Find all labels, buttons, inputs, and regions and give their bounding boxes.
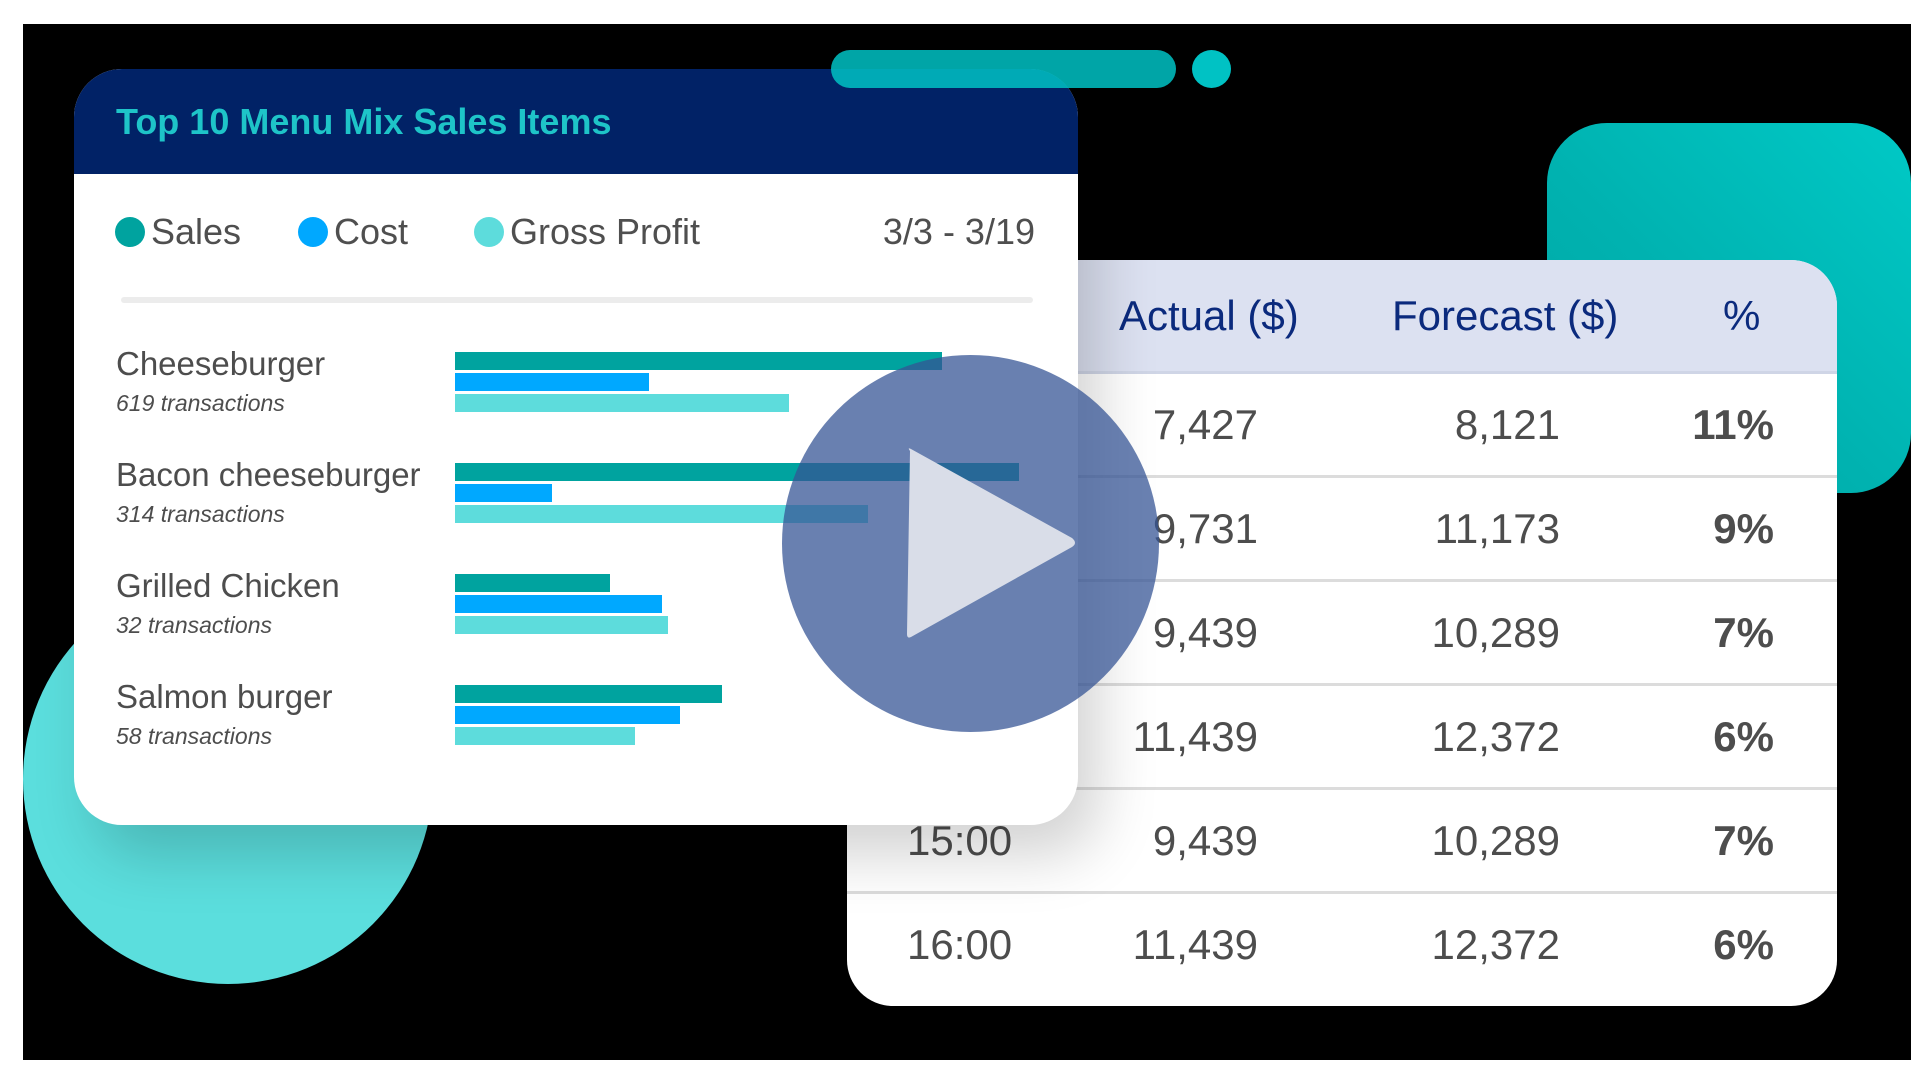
cell-actual: 11,439: [1132, 713, 1258, 760]
column-header-percent[interactable]: %: [1723, 292, 1761, 339]
cell-percent: 11%: [1692, 401, 1774, 448]
bar-sales: [455, 574, 610, 592]
bar-gross-profit: [455, 394, 789, 412]
cell-forecast: 11,173: [1434, 505, 1560, 552]
menu-item-row: Salmon burger 58 transactions: [74, 677, 1078, 777]
bar-cost: [455, 373, 649, 391]
cell-actual: 7,427: [1152, 401, 1258, 448]
bar-gross-profit: [455, 505, 868, 523]
item-name: Grilled Chicken: [116, 567, 340, 604]
bar-cost: [455, 595, 662, 613]
date-range[interactable]: 3/3 - 3/19: [882, 211, 1035, 252]
cell-forecast: 12,372: [1431, 921, 1560, 968]
legend-dot-icon: [115, 217, 145, 247]
card-title: Top 10 Menu Mix Sales Items: [116, 101, 612, 142]
cell-forecast: 12,372: [1431, 713, 1560, 760]
cell-forecast: 10,289: [1431, 609, 1560, 656]
cell-percent: 6%: [1713, 921, 1774, 968]
divider: [121, 297, 1033, 303]
bar-sales: [455, 352, 942, 370]
item-name: Salmon burger: [116, 678, 333, 715]
item-transactions: 32 transactions: [116, 612, 272, 638]
decorative-dot: [1192, 50, 1231, 88]
cell-actual: 9,439: [1152, 817, 1258, 864]
bar-cost: [455, 706, 680, 724]
play-video-button[interactable]: [782, 355, 1159, 732]
item-transactions: 314 transactions: [116, 501, 285, 527]
chart-legend: Sales Cost Gross Profit: [115, 211, 1055, 252]
play-icon: [907, 448, 1075, 638]
decorative-pill: [831, 50, 1176, 88]
cell-forecast: 10,289: [1431, 817, 1560, 864]
cell-time: 16:00: [907, 921, 1013, 968]
menu-item-row: Cheeseburger 619 transactions: [74, 344, 1078, 444]
cell-percent: 7%: [1713, 817, 1774, 864]
legend-label: Sales: [151, 211, 242, 252]
cell-percent: 7%: [1713, 609, 1774, 656]
table-row: 7,427 8,121 11%: [847, 374, 1837, 478]
legend-item-sales[interactable]: Sales: [115, 211, 242, 252]
legend-item-cost[interactable]: Cost: [298, 211, 409, 252]
legend-item-gross-profit[interactable]: Gross Profit: [474, 211, 701, 252]
table-row: 16:00 11,439 12,372 6%: [847, 894, 1837, 998]
table-row: 11,439 12,372 6%: [847, 686, 1837, 790]
table-row: 9,439 10,289 7%: [847, 582, 1837, 686]
cell-actual: 9,731: [1152, 505, 1258, 552]
cell-percent: 6%: [1713, 713, 1774, 760]
cell-forecast: 8,121: [1454, 401, 1560, 448]
legend-dot-icon: [298, 217, 328, 247]
column-header-forecast[interactable]: Forecast ($): [1392, 292, 1619, 339]
legend-dot-icon: [474, 217, 504, 247]
cell-percent: 9%: [1713, 505, 1774, 552]
column-header-actual[interactable]: Actual ($): [1119, 292, 1299, 339]
item-transactions: 58 transactions: [116, 723, 272, 749]
bar-cost: [455, 484, 552, 502]
item-transactions: 619 transactions: [116, 390, 285, 416]
bar-gross-profit: [455, 616, 668, 634]
table-row: 9,731 11,173 9%: [847, 478, 1837, 582]
cell-actual: 11,439: [1132, 921, 1258, 968]
cell-actual: 9,439: [1152, 609, 1258, 656]
bar-gross-profit: [455, 727, 635, 745]
legend-label: Cost: [334, 211, 409, 252]
item-name: Cheeseburger: [116, 345, 326, 382]
legend-label: Gross Profit: [510, 211, 701, 252]
bar-sales: [455, 685, 722, 703]
item-name: Bacon cheeseburger: [116, 456, 421, 493]
menu-item-row: Grilled Chicken 32 transactions: [74, 566, 1078, 666]
